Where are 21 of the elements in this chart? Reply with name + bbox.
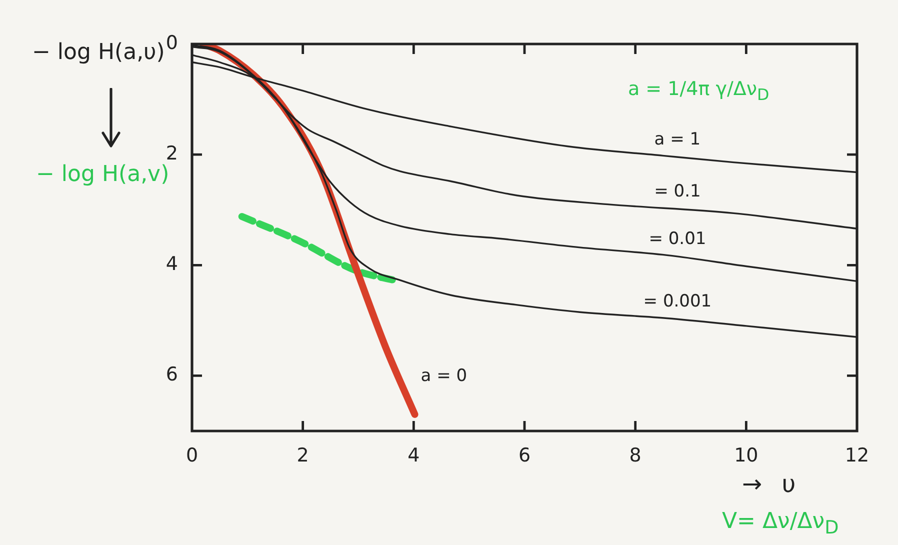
- series-label: = 0.001: [643, 292, 712, 312]
- series-label: a = 0: [420, 366, 468, 386]
- x-tick-label: 2: [296, 444, 309, 466]
- x-tick-label: 6: [518, 444, 531, 466]
- y-tick-label: 4: [166, 253, 178, 276]
- y-tick-label: 6: [166, 364, 178, 386]
- text: − log H(a,v): [36, 162, 170, 187]
- x-axis-title: → υ: [742, 470, 802, 498]
- x-tick-label: 4: [408, 444, 420, 466]
- y-tick-label: 2: [166, 142, 178, 165]
- x-tick-label: 10: [734, 444, 758, 466]
- x-tick-label: 8: [629, 444, 642, 466]
- series-label: a = 1: [654, 129, 701, 150]
- annotation: a = 1/4π γ/Δν$_{D}$: [628, 78, 770, 104]
- series-label: = 0.01: [648, 229, 706, 250]
- y-axis-title: − log H(a,υ): [32, 40, 165, 65]
- y-tick-label: 0: [166, 32, 178, 54]
- series-label: = 0.1: [654, 182, 701, 202]
- x-tick-label: 0: [186, 444, 198, 466]
- x-tick-label: 12: [844, 444, 870, 466]
- text: V= Δν/Δν$_{D}$: [722, 509, 839, 538]
